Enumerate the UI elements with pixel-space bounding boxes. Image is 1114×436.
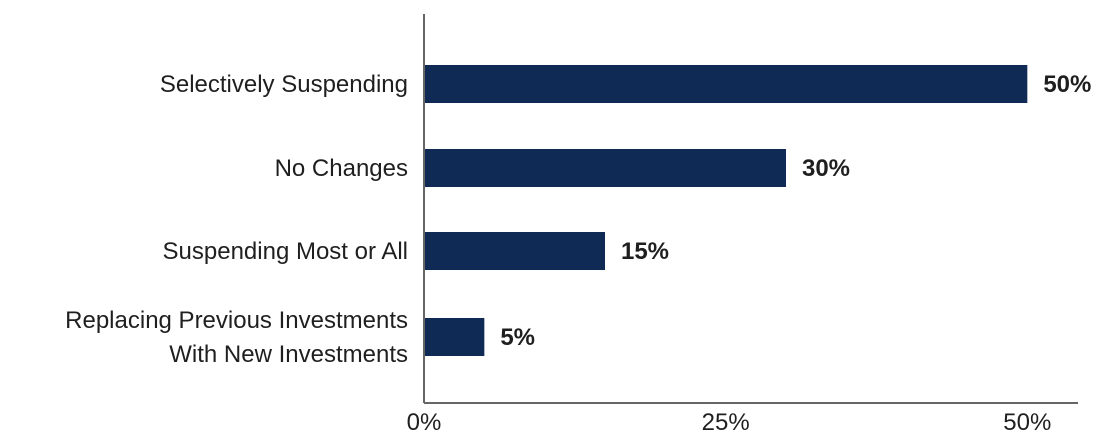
bars-layer — [424, 65, 1028, 356]
category-label-line: With New Investments — [169, 341, 408, 368]
category-label-line: Suspending Most or All — [163, 238, 408, 265]
x-tick-label-1: 25% — [702, 409, 750, 436]
category-label-2: Suspending Most or All — [163, 238, 408, 265]
x-axis-ticks: 0% 25% 50% — [407, 409, 1052, 436]
value-labels: 50% 30% 15% 5% — [500, 71, 1091, 351]
category-label-0: Selectively Suspending — [160, 71, 408, 98]
value-label-3: 5% — [500, 324, 535, 351]
bar-0 — [424, 65, 1028, 103]
value-label-0: 50% — [1043, 71, 1091, 98]
bar-1 — [424, 149, 786, 187]
value-label-2: 15% — [621, 238, 669, 265]
value-label-1: 30% — [802, 155, 850, 182]
category-label-line: No Changes — [275, 155, 408, 182]
category-label-3: Replacing Previous Investments With New I… — [65, 307, 408, 368]
category-label-1: No Changes — [275, 155, 408, 182]
bar-3 — [424, 318, 485, 356]
x-tick-label-0: 0% — [407, 409, 442, 436]
category-labels: Selectively Suspending No Changes Suspendi… — [65, 71, 408, 368]
bar-2 — [424, 232, 605, 270]
x-tick-label-2: 50% — [1003, 409, 1051, 436]
category-label-line: Selectively Suspending — [160, 71, 408, 98]
category-label-line: Replacing Previous Investments — [65, 307, 408, 334]
